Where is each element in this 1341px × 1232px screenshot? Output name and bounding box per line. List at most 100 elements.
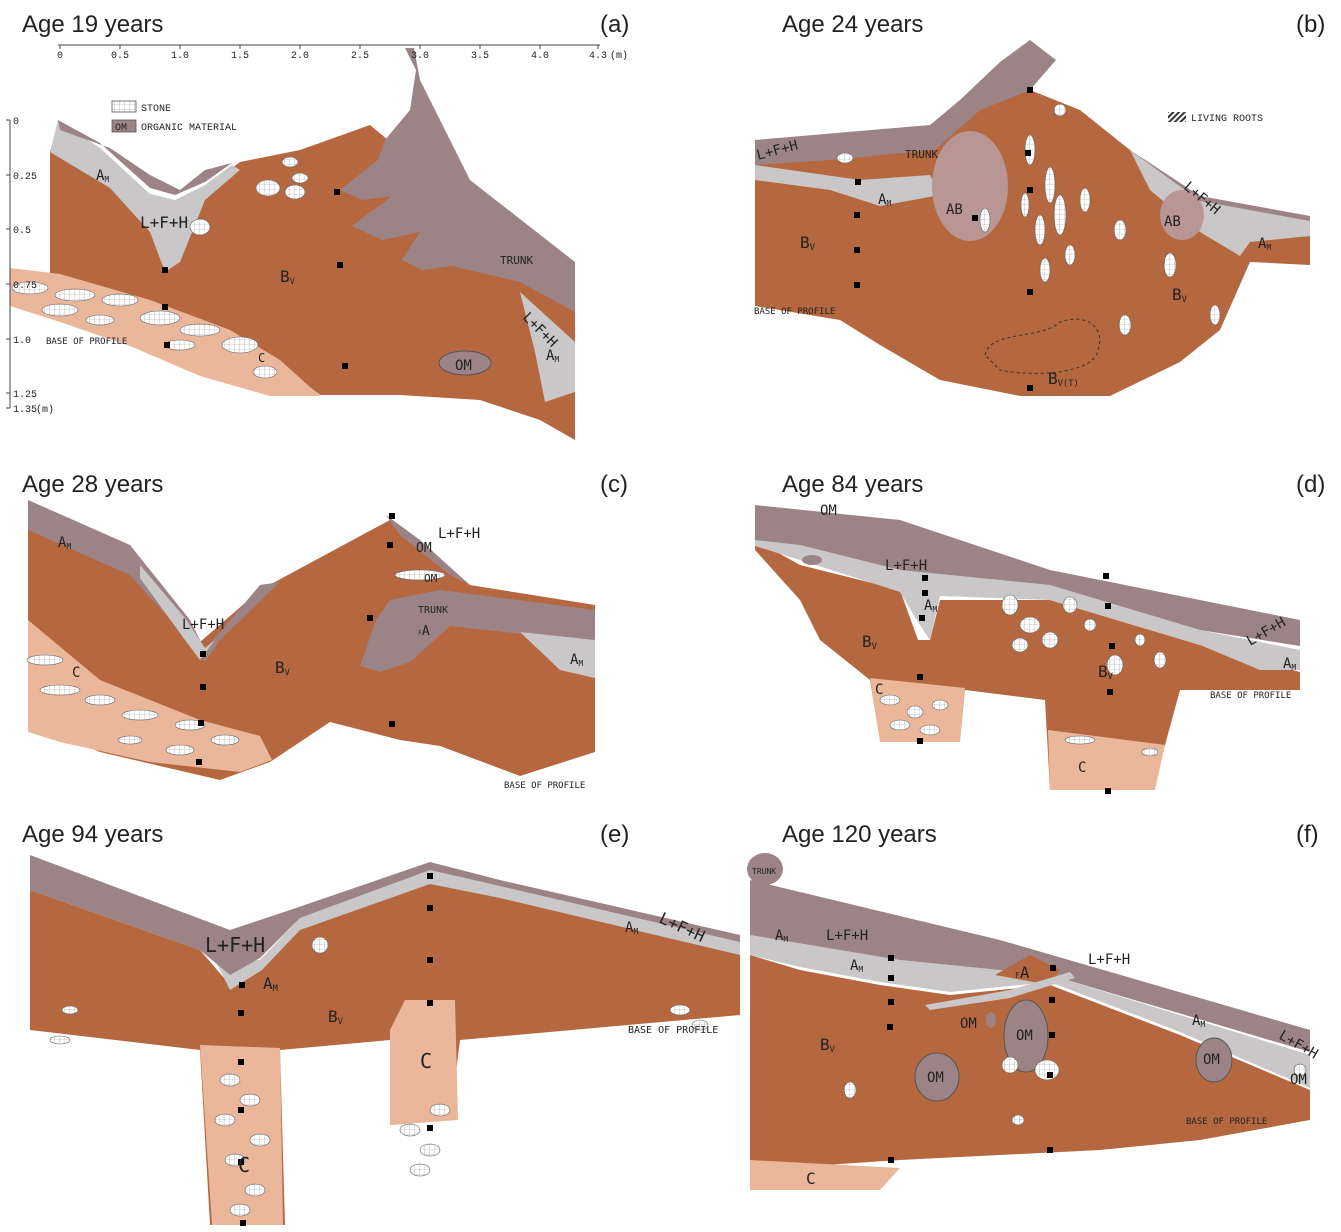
horizon-label: BASE OF PROFILE <box>1210 691 1291 701</box>
panel-b-shapes <box>755 40 1310 396</box>
figure: Age 19 years(a)Age 24 years(b)Age 28 yea… <box>0 0 1341 1232</box>
horizon-label: L+F+H <box>182 617 224 633</box>
sample-point <box>427 905 433 911</box>
label-main: L+F+H <box>885 558 927 574</box>
label-main: TRUNK <box>752 867 776 876</box>
stone <box>27 655 63 665</box>
stone <box>1084 619 1096 631</box>
horizon-label: C <box>806 1169 816 1188</box>
panel-e-shapes <box>30 855 740 1225</box>
stone <box>312 937 328 953</box>
label-main: L+F+H <box>182 617 224 633</box>
x-scale-label: 4.3 <box>589 51 607 62</box>
stone <box>1012 638 1028 652</box>
sample-point <box>238 1107 244 1113</box>
stone <box>240 1094 260 1106</box>
label-main: BASE OF PROFILE <box>1210 691 1291 701</box>
stone <box>256 180 280 196</box>
sample-point <box>196 759 202 765</box>
sample-point <box>854 282 860 288</box>
label-main: AB <box>946 202 963 218</box>
horizon-label: OM <box>927 1070 944 1086</box>
stone <box>230 1204 250 1216</box>
sample-point <box>854 212 860 218</box>
stone <box>907 706 923 718</box>
stone <box>215 1114 235 1126</box>
stone <box>1065 245 1075 265</box>
panel-letter: (b) <box>1296 11 1325 38</box>
label-main: OM <box>1016 1028 1033 1044</box>
stone <box>220 1074 240 1086</box>
sample-point <box>200 651 206 657</box>
stone <box>1065 736 1095 744</box>
label-sub: V <box>1182 295 1188 305</box>
label-sub: M <box>554 355 559 364</box>
horizon-label: OM <box>424 572 438 585</box>
stone <box>282 157 298 167</box>
stone <box>932 700 948 710</box>
stone <box>1054 195 1066 235</box>
label-main: L+F+H <box>1088 952 1130 968</box>
sample-point <box>854 247 860 253</box>
stone <box>1154 652 1166 668</box>
sample-point <box>200 684 206 690</box>
sample-point <box>389 513 395 519</box>
sample-point <box>888 955 894 961</box>
label-sub: M <box>66 542 71 551</box>
label-main: AB <box>1164 214 1181 230</box>
horizon-label: C <box>258 351 265 365</box>
sample-point <box>367 615 373 621</box>
sample-point <box>238 1010 244 1016</box>
horizon-label: TRUNK <box>905 148 938 161</box>
x-scale-unit: (m) <box>610 50 628 62</box>
horizon-label: L+F+H <box>826 928 868 944</box>
stone <box>1035 215 1045 245</box>
legend-stone: STONE <box>141 104 171 115</box>
stone <box>1002 595 1018 615</box>
label-main: OM <box>455 358 472 374</box>
sample-point <box>887 1024 893 1030</box>
panel-letter: (e) <box>600 821 629 848</box>
y-scale-label: 0.25 <box>13 172 37 183</box>
label-main: B <box>820 1035 830 1054</box>
panel-title: Age 24 years <box>782 11 923 38</box>
sample-point <box>334 189 340 195</box>
y-scale-unit: (m) <box>36 404 54 416</box>
stone <box>1114 220 1126 240</box>
sample-point <box>888 975 894 981</box>
stone <box>1042 632 1058 648</box>
horizon-label: C <box>875 682 883 698</box>
sample-point <box>337 262 343 268</box>
sample-point <box>1047 1072 1053 1078</box>
stone <box>1012 1115 1024 1125</box>
sample-point <box>1047 1147 1053 1153</box>
label-sub: V <box>830 1045 836 1055</box>
label-sub: M <box>783 935 788 944</box>
label-main: TRUNK <box>418 605 448 616</box>
label-main: OM <box>1203 1052 1220 1068</box>
horizon-label: OM <box>1203 1052 1220 1068</box>
sample-point <box>922 590 928 596</box>
label-main: B <box>1172 285 1182 304</box>
panel-title: Age 94 years <box>22 821 163 848</box>
label-sub: V(T) <box>1058 379 1079 389</box>
label-main: BASE OF PROFILE <box>754 307 835 317</box>
sample-point <box>162 304 168 310</box>
stone <box>50 1036 70 1044</box>
stone <box>890 720 910 730</box>
x-scale-label: 4.0 <box>531 51 549 62</box>
horizon-label: C <box>72 665 80 681</box>
label-sub: M <box>104 175 109 184</box>
stone <box>102 294 138 306</box>
label-main: L+F+H <box>205 933 265 957</box>
stone <box>1040 258 1050 282</box>
sample-point <box>239 982 245 988</box>
x-scale-label: 0 <box>57 51 63 62</box>
y-scale-label: 0.5 <box>13 226 31 237</box>
sample-point <box>855 179 861 185</box>
label-sub: M <box>273 984 278 994</box>
stone <box>400 1124 420 1136</box>
horizon-label: TRUNK <box>418 605 448 616</box>
x-scale-label: 0.5 <box>111 51 129 62</box>
panel-f-shapes <box>747 853 1310 1190</box>
